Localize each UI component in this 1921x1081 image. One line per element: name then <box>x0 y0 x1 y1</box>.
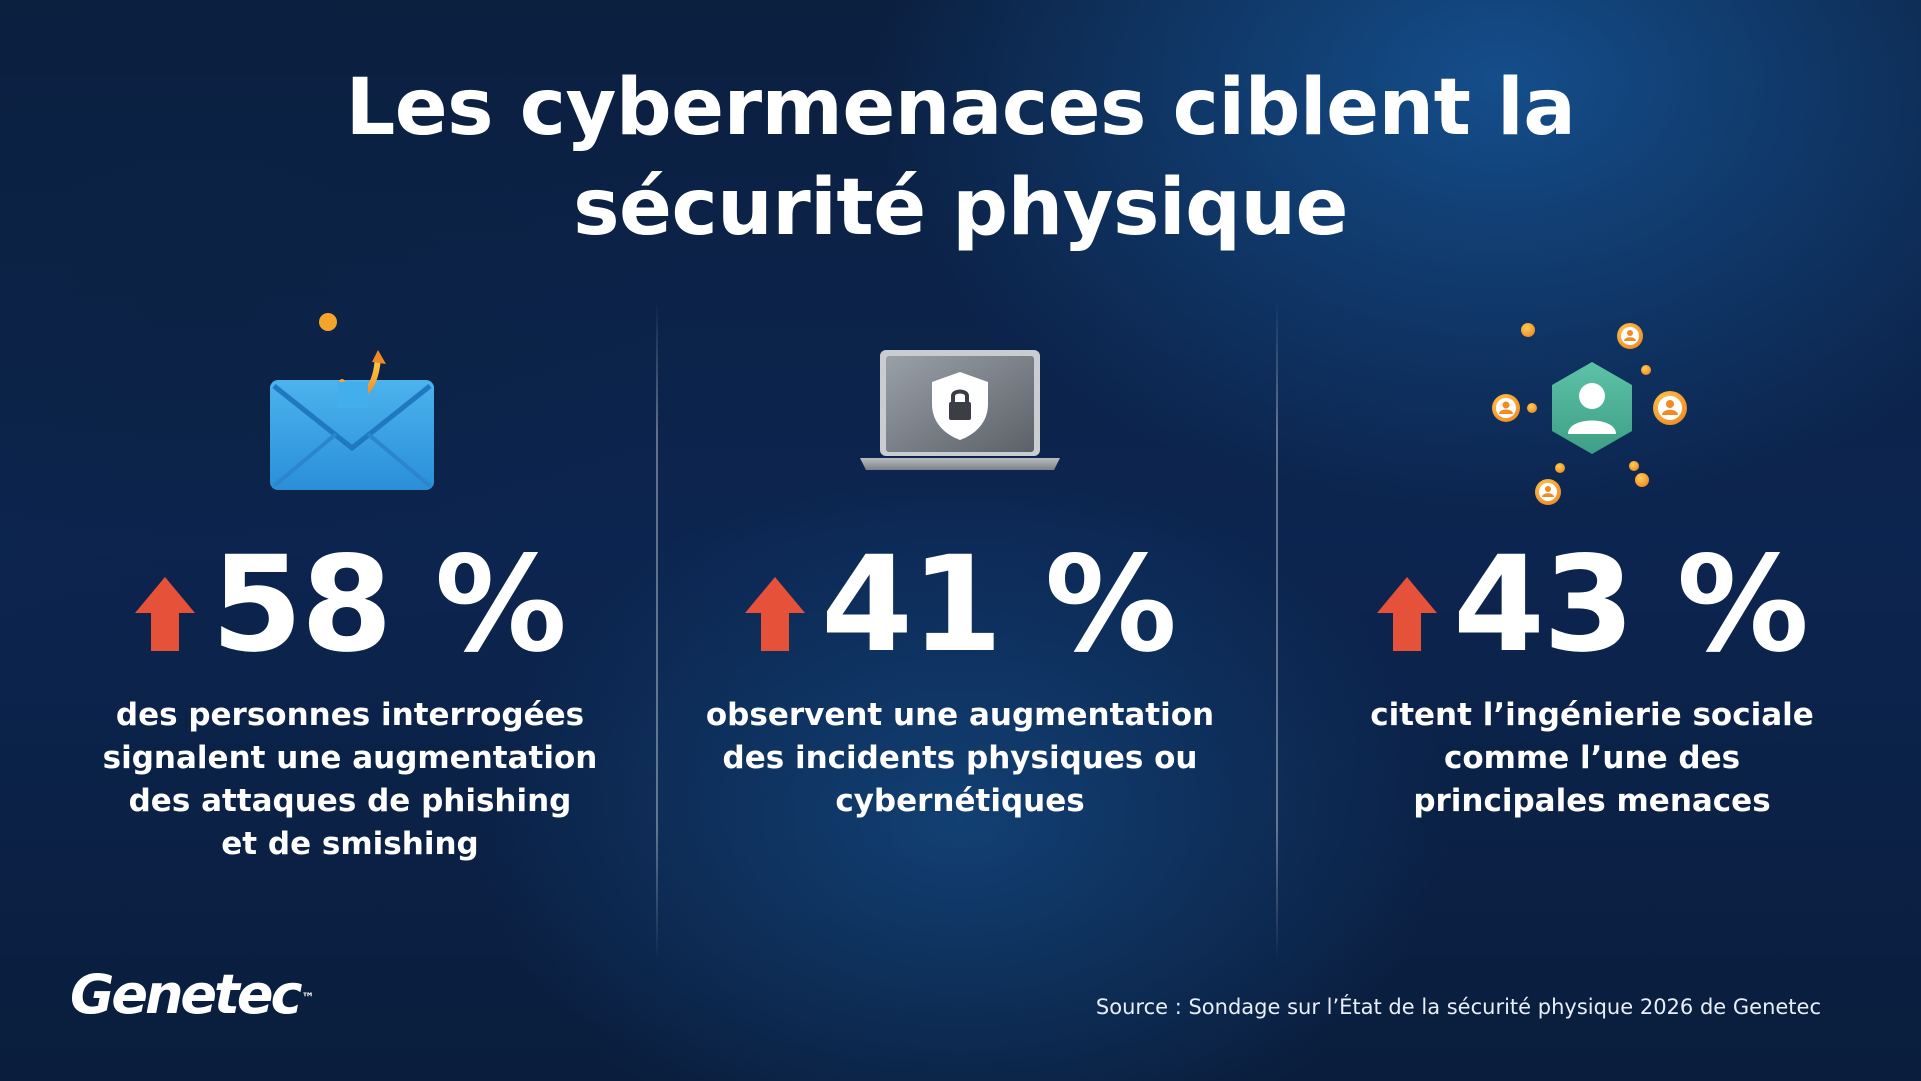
stat-description: des personnes interrogées signalent une … <box>40 694 660 866</box>
arrow-up-icon <box>745 577 806 651</box>
stat-percentage: 41 % <box>821 528 1177 682</box>
description-line: citent l’ingénierie sociale <box>1370 697 1814 733</box>
social-network-people-icon <box>1282 310 1902 510</box>
stat-value-row: 58 % <box>40 528 660 682</box>
stat-value-row: 43 % <box>1282 528 1902 682</box>
stat-percentage: 43 % <box>1453 528 1809 682</box>
trademark-symbol: ™ <box>301 991 315 1006</box>
source-citation: Source : Sondage sur l’État de la sécuri… <box>1095 995 1821 1019</box>
description-line: cybernétiques <box>835 783 1085 819</box>
stat-description: citent l’ingénierie sociale comme l’une … <box>1282 694 1902 823</box>
description-line: des personnes interrogées <box>115 697 585 733</box>
stat-description: observent une augmentation des incidents… <box>650 694 1270 823</box>
logo-text: Genetec <box>70 963 302 1026</box>
arrow-up-icon <box>135 577 196 651</box>
description-line: comme l’une des <box>1443 740 1741 776</box>
column-divider-2 <box>1276 300 1278 960</box>
phishing-envelope-icon <box>40 310 660 510</box>
page-title: Les cybermenaces ciblent la sécurité phy… <box>0 58 1921 258</box>
laptop-shield-lock-icon <box>650 310 1270 510</box>
title-line-2: sécurité physique <box>573 163 1348 253</box>
description-line: observent une augmentation <box>705 697 1215 733</box>
arrow-up-icon <box>1377 577 1438 651</box>
description-line: des incidents physiques ou <box>722 740 1198 776</box>
description-line: et de smishing <box>221 826 479 862</box>
stat-column-phishing: 58 % des personnes interrogées signalent… <box>40 0 660 1081</box>
stat-column-social-engineering: 43 % citent l’ingénierie sociale comme l… <box>1282 0 1902 1081</box>
description-line: principales menaces <box>1413 783 1771 819</box>
column-divider-1 <box>656 300 658 960</box>
stat-value-row: 41 % <box>650 528 1270 682</box>
description-line: signalent une augmentation <box>102 740 598 776</box>
stat-percentage: 58 % <box>211 528 567 682</box>
stat-column-incidents: 41 % observent une augmentation des inci… <box>650 0 1270 1081</box>
title-line-1: Les cybermenaces ciblent la <box>345 63 1576 153</box>
description-line: des attaques de phishing <box>128 783 572 819</box>
genetec-logo: Genetec ™ <box>70 965 314 1025</box>
